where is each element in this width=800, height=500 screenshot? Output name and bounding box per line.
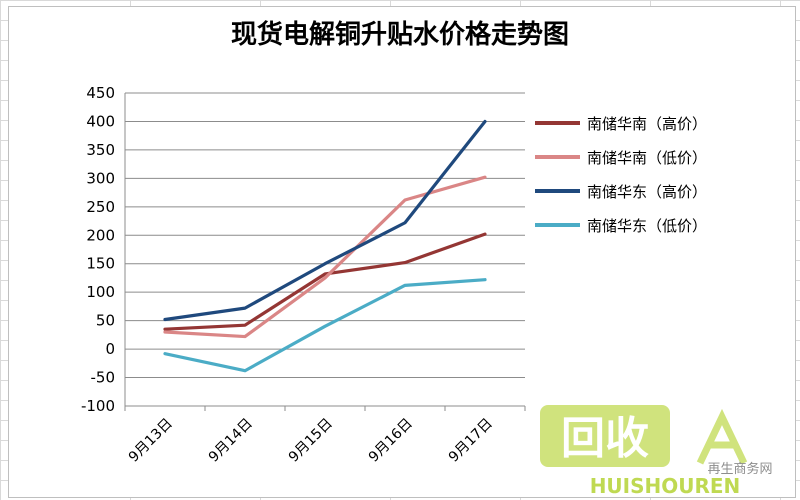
- series-line: [163, 232, 487, 331]
- legend-label: 南储华南（高价）: [587, 115, 707, 133]
- y-tick-label: 50: [96, 312, 115, 330]
- series-line: [163, 278, 487, 373]
- x-tick-label: 9月13日: [126, 416, 176, 466]
- x-tick-label: 9月15日: [286, 416, 336, 466]
- y-tick-label: 150: [86, 255, 115, 273]
- x-tick-label: 9月14日: [206, 416, 256, 466]
- y-tick-label: 300: [86, 169, 115, 187]
- y-tick-label: 400: [86, 112, 115, 130]
- legend-label: 南储华东（低价）: [587, 217, 707, 235]
- x-tick-label: 9月17日: [446, 416, 496, 466]
- watermark-logo: 回收 再生商务网 HUISHOUREN: [540, 405, 773, 495]
- y-tick-label: -100: [81, 397, 115, 415]
- watermark-big-text: 回收: [561, 413, 649, 464]
- y-tick-label: 450: [86, 84, 115, 102]
- y-tick-label: -50: [91, 369, 116, 387]
- y-tick-label: 0: [105, 340, 115, 358]
- watermark-site-text: 再生商务网: [707, 461, 772, 477]
- series-line: [163, 119, 487, 322]
- legend-label: 南储华南（低价）: [587, 149, 707, 167]
- y-tick-label: 350: [86, 141, 115, 159]
- x-tick-label: 9月16日: [366, 416, 416, 466]
- series-line: [163, 175, 487, 339]
- y-tick-label: 250: [86, 198, 115, 216]
- legend-label: 南储华东（高价）: [587, 183, 707, 201]
- y-tick-label: 100: [86, 283, 115, 301]
- watermark-brand-text: HUISHOUREN: [590, 474, 741, 495]
- y-tick-label: 200: [86, 226, 115, 244]
- chart-title: 现货电解铜升贴水价格走势图: [230, 20, 569, 50]
